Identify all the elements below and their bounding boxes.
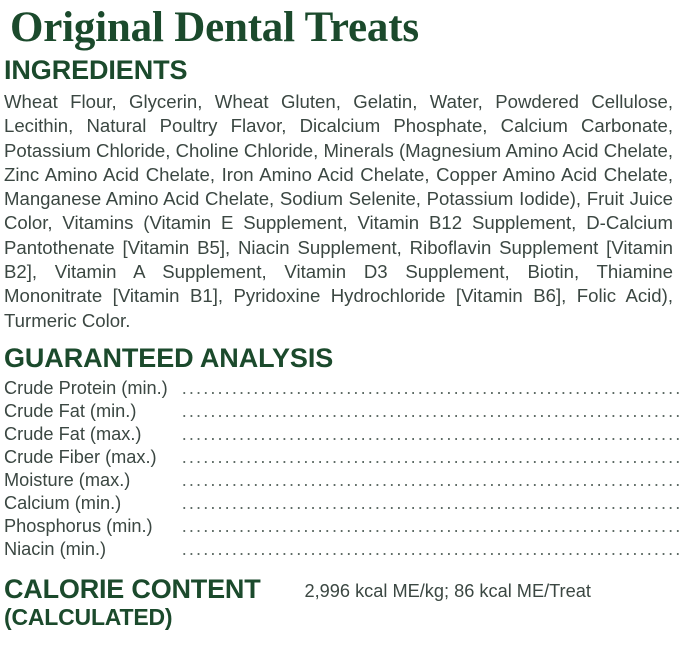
dot-leader: ........................................… bbox=[181, 515, 679, 536]
leader-dots: ........................................… bbox=[168, 423, 679, 446]
analysis-label: Calcium (min.) bbox=[4, 492, 122, 513]
calorie-content-section: CALORIE CONTENT (CALCULATED) 2,996 kcal … bbox=[0, 561, 679, 631]
analysis-label: Crude Fat (max.) bbox=[4, 423, 142, 444]
table-row: Crude Fiber (max.) .....................… bbox=[0, 446, 679, 469]
analysis-rows: Crude Protein (min.) ...................… bbox=[0, 377, 679, 561]
guaranteed-analysis-table: Crude Protein (min.) ...................… bbox=[0, 377, 679, 561]
table-row: Crude Fat (max.) .......................… bbox=[0, 423, 679, 446]
leader-dots: ........................................… bbox=[168, 492, 679, 515]
page-title: Original Dental Treats bbox=[10, 4, 419, 51]
leader-dots: ........................................… bbox=[168, 469, 679, 492]
analysis-label: Phosphorus (min.) bbox=[4, 515, 153, 536]
table-row: Niacin (min.) ..........................… bbox=[0, 538, 679, 561]
dot-leader: ........................................… bbox=[181, 446, 679, 467]
calorie-content-heading: CALORIE CONTENT (CALCULATED) bbox=[0, 573, 261, 631]
dot-leader: ........................................… bbox=[181, 469, 679, 490]
table-row: Moisture (max.) ........................… bbox=[0, 469, 679, 492]
leader-dots: ........................................… bbox=[168, 538, 679, 561]
leader-dots: ........................................… bbox=[168, 446, 679, 469]
calorie-content-heading-line2: (CALCULATED) bbox=[4, 603, 173, 630]
dot-leader: ........................................… bbox=[181, 423, 679, 444]
leader-dots: ........................................… bbox=[168, 377, 679, 400]
analysis-label: Crude Protein (min.) bbox=[4, 377, 168, 398]
dot-leader: ........................................… bbox=[181, 400, 679, 421]
analysis-label: Moisture (max.) bbox=[4, 469, 131, 490]
leader-dots: ........................................… bbox=[168, 515, 679, 538]
table-row: Crude Protein (min.) ...................… bbox=[0, 377, 679, 400]
calorie-content-value: 2,996 kcal ME/kg; 86 kcal ME/Treat bbox=[304, 580, 591, 601]
analysis-label: Crude Fiber (max.) bbox=[4, 446, 157, 467]
guaranteed-analysis-heading: GUARANTEED ANALYSIS bbox=[4, 342, 334, 373]
table-row: Phosphorus (min.) ......................… bbox=[0, 515, 679, 538]
leader-dots: ........................................… bbox=[168, 400, 679, 423]
table-row: Crude Fat (min.) .......................… bbox=[0, 400, 679, 423]
dot-leader: ........................................… bbox=[181, 377, 679, 398]
dot-leader: ........................................… bbox=[181, 538, 679, 559]
table-row: Calcium (min.) .........................… bbox=[0, 492, 679, 515]
dot-leader: ........................................… bbox=[181, 492, 679, 513]
calorie-content-heading-line1: CALORIE CONTENT bbox=[4, 573, 261, 604]
ingredients-heading: INGREDIENTS bbox=[4, 55, 188, 85]
ingredients-text: Wheat Flour, Glycerin, Wheat Gluten, Gel… bbox=[4, 91, 673, 331]
analysis-label: Crude Fat (min.) bbox=[4, 400, 137, 421]
analysis-label: Niacin (min.) bbox=[4, 538, 107, 559]
